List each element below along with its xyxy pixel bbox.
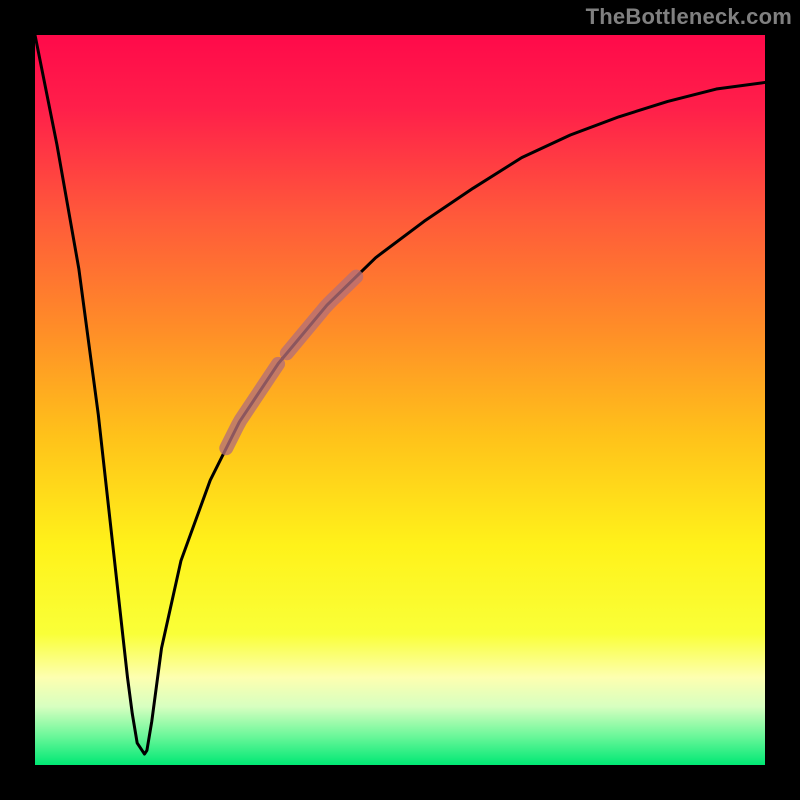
watermark-label: TheBottleneck.com [586, 4, 792, 30]
chart-container: TheBottleneck.com [0, 0, 800, 800]
chart-plot-area [35, 35, 765, 765]
bottleneck-curve-chart [0, 0, 800, 800]
